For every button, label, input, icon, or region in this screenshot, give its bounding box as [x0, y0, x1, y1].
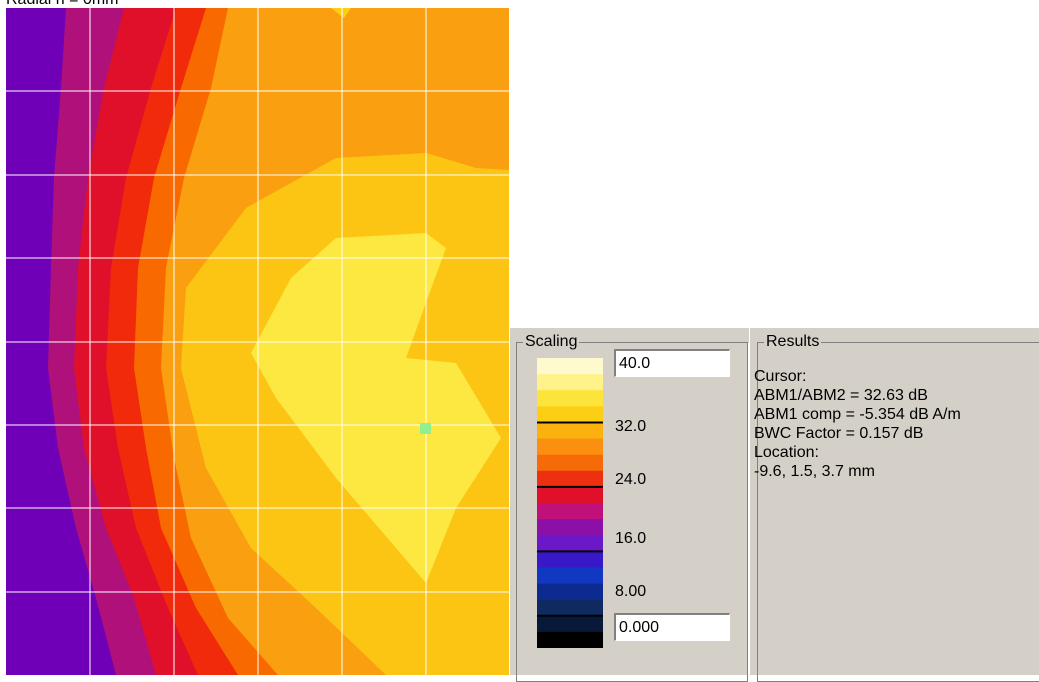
scale-swatch — [537, 438, 603, 456]
scale-max-input[interactable] — [614, 349, 730, 377]
results-location-value: -9.6, 1.5, 3.7 mm — [754, 463, 875, 480]
scale-min-input[interactable] — [614, 613, 730, 641]
scale-swatch — [537, 583, 603, 601]
scale-swatch — [537, 551, 603, 568]
scale-tick-label: 24.0 — [615, 471, 647, 488]
map-grid — [6, 8, 509, 675]
results-location-heading: Location: — [754, 444, 819, 461]
scale-swatch — [537, 567, 603, 585]
color-scale-legend — [537, 358, 603, 648]
results-panel: Results Cursor: ABM1/ABM2 = 32.63 dB ABM… — [749, 327, 1039, 682]
map-band-spot — [331, 8, 351, 18]
scale-swatch — [537, 470, 603, 488]
scale-tick-label: 16.0 — [615, 530, 647, 547]
results-title: Results — [764, 333, 822, 351]
scale-swatch — [537, 390, 603, 407]
field-map-svg[interactable] — [6, 8, 509, 675]
plot-title: Radial h = 0mm — [6, 0, 119, 8]
scale-swatch — [537, 422, 603, 440]
scale-swatch — [537, 406, 603, 423]
scale-swatch — [537, 374, 603, 391]
scale-swatch — [537, 486, 603, 504]
scale-swatch — [537, 454, 603, 472]
cursor-marker[interactable] — [420, 423, 431, 434]
scaling-groupbox: Scaling — [516, 333, 748, 682]
field-map-plot[interactable] — [6, 8, 509, 675]
results-abm-ratio: ABM1/ABM2 = 32.63 dB — [754, 387, 928, 404]
scaling-title: Scaling — [523, 333, 580, 351]
results-cursor-heading: Cursor: — [754, 368, 807, 385]
scale-swatch — [537, 599, 603, 617]
results-abm1-comp: ABM1 comp = -5.354 dB A/m — [754, 406, 961, 423]
scale-swatch — [537, 358, 603, 375]
results-bwc-factor: BWC Factor = 0.157 dB — [754, 425, 924, 442]
scaling-panel: Scaling 32.0 24.0 16.0 8.00 — [509, 327, 750, 682]
scale-swatch — [537, 535, 603, 552]
scale-swatch — [537, 503, 603, 520]
scale-tick-label: 32.0 — [615, 418, 647, 435]
scale-tick-label: 8.00 — [615, 583, 647, 600]
scale-swatch — [537, 615, 603, 633]
results-groupbox: Results — [757, 333, 1039, 682]
map-band-7 — [251, 233, 501, 583]
scale-swatch — [537, 631, 603, 648]
scale-swatch — [537, 519, 603, 536]
